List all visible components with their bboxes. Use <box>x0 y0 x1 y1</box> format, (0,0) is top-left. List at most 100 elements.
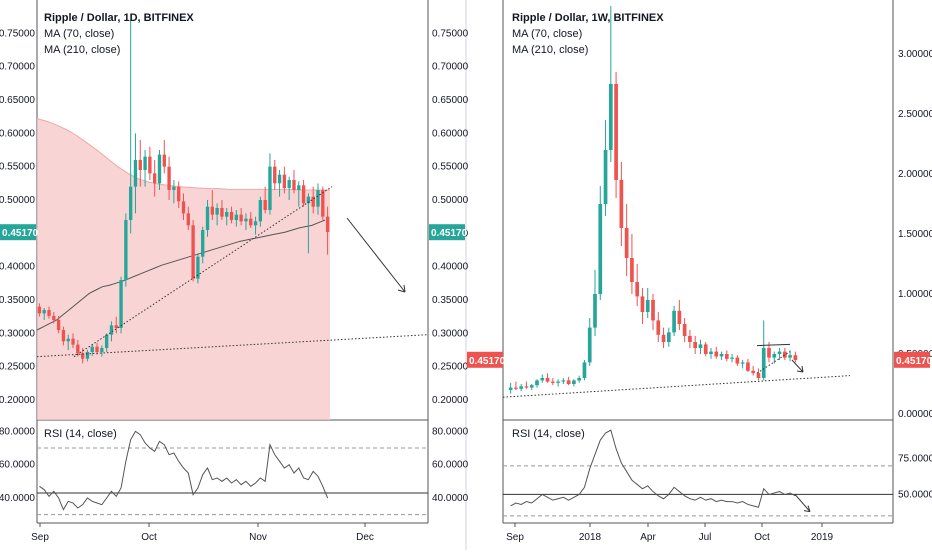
left-x-tick-label: Dec <box>356 532 374 543</box>
right-x-tick-label: Apr <box>640 532 656 543</box>
candle-body <box>316 190 320 207</box>
left-y-tick-label: 0.60000 <box>432 128 469 139</box>
left-y-tick-label: 0.50000 <box>432 195 469 206</box>
resistance-line <box>756 343 791 347</box>
left-ma210-label[interactable]: MA (210, close) <box>44 44 121 56</box>
candle-body <box>556 381 560 383</box>
candle-body <box>301 185 306 204</box>
candle-body <box>229 212 234 220</box>
left-last-price-badge <box>429 224 465 241</box>
candle-body <box>661 334 666 342</box>
right-rsi-tick: 50.0000 <box>898 489 932 500</box>
candle-body <box>524 386 529 388</box>
candle-body <box>572 380 576 384</box>
candle-body <box>730 357 734 359</box>
right-rsi-label[interactable]: RSI (14, close) <box>512 428 585 440</box>
right-x-tick-label: Sep <box>506 532 524 543</box>
candle-body <box>56 320 61 330</box>
left-y-tick-label: 0.65000 <box>432 95 469 106</box>
left-x-tick-label: Nov <box>249 532 267 543</box>
right-y-tick-label: 2.00000 <box>898 169 932 180</box>
rising-trendline <box>73 186 333 358</box>
left-rsi-label[interactable]: RSI (14, close) <box>44 428 117 440</box>
candle-body <box>85 352 90 359</box>
candle-body <box>761 348 766 378</box>
candle-body <box>751 370 756 374</box>
candle-body <box>698 344 703 348</box>
candle-body <box>66 338 70 342</box>
candle-body <box>793 355 798 360</box>
left-rsi-tick-left: 80.0000 <box>0 426 35 437</box>
left-ma70-label[interactable]: MA (70, close) <box>44 28 115 40</box>
candle-body <box>297 185 301 190</box>
candle-body <box>133 160 138 187</box>
forecast-arrow <box>791 359 804 373</box>
candle-body <box>630 258 634 282</box>
candle-body <box>582 362 587 378</box>
candle-body <box>666 332 671 342</box>
candle-body <box>128 186 133 220</box>
right-chart-legend: Ripple / Dollar, 1W, BITFINEX MA (70, cl… <box>512 10 664 58</box>
right-ma70-label[interactable]: MA (70, close) <box>512 28 583 40</box>
left-y-tick-label: 0.70000 <box>432 62 469 73</box>
left-y-tick-label: 0.55000 <box>432 162 469 173</box>
ma210-shaded-area <box>37 118 330 421</box>
support-trendline <box>502 375 851 398</box>
right-rsi-line <box>510 429 796 508</box>
forecast-arrowhead <box>796 365 804 373</box>
right-y-tick-label: 3.00000 <box>898 49 932 60</box>
candle-body <box>263 200 267 210</box>
candle-body <box>550 381 555 383</box>
candle-body <box>545 378 550 382</box>
left-rsi-tick: 60.0000 <box>432 460 469 471</box>
left-last-price-text: 0.45170 <box>2 228 39 239</box>
candle-body <box>225 212 229 217</box>
candle-body <box>746 362 750 371</box>
left-y-tick-label: 0.25000 <box>432 362 469 373</box>
candle-body <box>42 310 46 314</box>
candle-body <box>148 156 152 174</box>
left-last-price-badge <box>0 224 36 241</box>
candle-body <box>306 196 311 204</box>
candle-body <box>90 346 94 352</box>
left-y-tick-label-left: 0.20000 <box>0 395 35 406</box>
left-y-tick-label-left: 0.55000 <box>0 162 35 173</box>
left-y-tick-label-left: 0.75000 <box>0 28 35 39</box>
candle-body <box>519 386 524 389</box>
candle-body <box>52 316 56 320</box>
candle-body <box>682 324 687 336</box>
ma210-line <box>36 118 330 191</box>
candle-body <box>325 216 330 232</box>
candle-body <box>119 280 123 328</box>
right-x-tick-label: Oct <box>754 532 770 543</box>
left-y-tick-label: 0.30000 <box>432 328 469 339</box>
forecast-arrow <box>346 217 406 293</box>
left-rsi-line <box>39 430 329 511</box>
candle-body <box>614 84 618 180</box>
candle-body <box>292 180 296 190</box>
candle-body <box>656 320 661 335</box>
candle-body <box>47 310 51 316</box>
left-rsi-tick-left: 40.0000 <box>0 493 35 504</box>
left-last-price-text: 0.45170 <box>469 356 506 367</box>
candle-body <box>201 230 205 257</box>
left-rsi-tick: 40.0000 <box>432 493 469 504</box>
candle-body <box>157 154 162 184</box>
candle-body <box>651 300 655 321</box>
right-rsi-tick: 75.0000 <box>898 454 932 465</box>
candle-body <box>603 150 608 204</box>
candle-body <box>619 180 624 228</box>
candle-body <box>244 218 248 222</box>
candle-body <box>191 225 195 279</box>
right-ma210-label[interactable]: MA (210, close) <box>512 44 589 56</box>
right-y-tick-label: 1.50000 <box>898 229 932 240</box>
left-y-tick-label-left: 0.60000 <box>0 128 35 139</box>
candle-body <box>239 214 243 222</box>
candle-body <box>95 346 99 352</box>
candle-body <box>693 342 698 348</box>
candle-body <box>540 378 545 381</box>
candle-body <box>76 344 80 354</box>
ma70-line <box>36 219 326 331</box>
